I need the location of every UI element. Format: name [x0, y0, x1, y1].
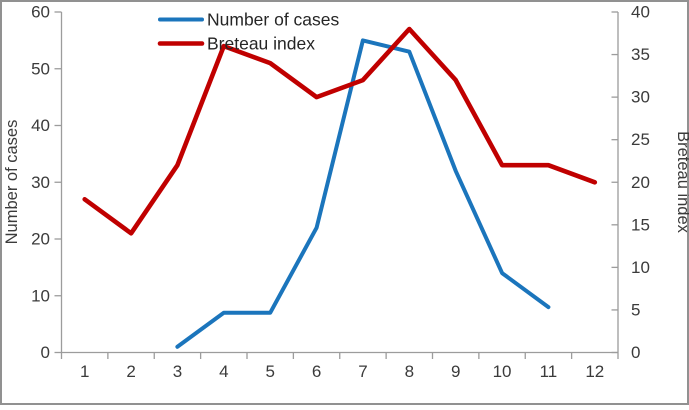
legend-item-cases: Number of cases — [158, 10, 340, 30]
right-axis-tick-label: 30 — [631, 88, 650, 107]
x-axis-tick-label: 6 — [312, 362, 321, 381]
x-axis-tick-label: 2 — [126, 362, 135, 381]
right-axis-tick-label: 0 — [631, 343, 640, 362]
axis-ticks-group — [54, 11, 619, 359]
left-axis-tick-label: 20 — [31, 230, 50, 249]
x-axis-tick-label: 12 — [585, 362, 604, 381]
left-axis-tick-label: 10 — [31, 286, 50, 305]
left-axis-tick-label: 30 — [31, 173, 50, 192]
breteau-series-line — [82, 26, 598, 236]
x-axis-tick-label: 10 — [493, 362, 512, 381]
x-axis-tick-label: 9 — [451, 362, 460, 381]
legend-label-cases: Number of cases — [207, 10, 340, 30]
left-axis-tick-label: 50 — [31, 59, 50, 78]
right-axis-tick-label: 5 — [631, 300, 640, 319]
left-axis-tick-label: 0 — [41, 343, 50, 362]
legend-label-breteau: Breteau index — [207, 34, 315, 54]
legend: Number of cases Breteau index — [157, 10, 340, 54]
series-lines-group — [82, 26, 598, 349]
legend-item-breteau: Breteau index — [157, 34, 315, 54]
x-axis-tick-label: 1 — [80, 362, 89, 381]
left-axis-tick-label: 60 — [31, 3, 50, 22]
right-axis-tick-label: 25 — [631, 130, 650, 149]
right-axis-tick-label: 40 — [631, 3, 650, 22]
x-axis-tick-label: 3 — [173, 362, 182, 381]
left-axis-title: Number of cases — [3, 120, 21, 245]
cases-series-line — [175, 38, 551, 349]
x-axis-tick-label: 7 — [358, 362, 367, 381]
x-axis-tick-label: 5 — [265, 362, 274, 381]
right-axis-tick-label: 20 — [631, 173, 650, 192]
right-axis-tick-label: 35 — [631, 45, 650, 64]
x-axis-tick-label: 4 — [219, 362, 228, 381]
x-axis-tick-label: 11 — [540, 362, 558, 381]
left-axis-tick-label: 40 — [31, 116, 50, 135]
right-axis-tick-label: 10 — [631, 258, 650, 277]
right-axis-tick-label: 15 — [631, 215, 650, 234]
right-axis-title: Breteau index — [674, 131, 689, 234]
x-axis-tick-label: 8 — [405, 362, 414, 381]
